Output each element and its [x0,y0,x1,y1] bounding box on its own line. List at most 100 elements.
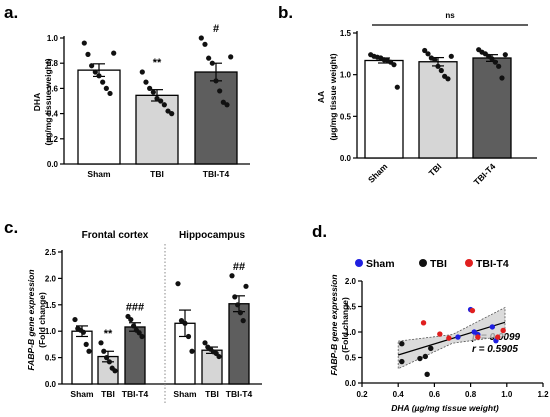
chart-d-xtick-label: 0.8 [465,390,477,399]
chart-a-point [143,79,149,85]
chart-a-point [217,88,223,94]
chart-b-ytick-label: 1.0 [340,71,352,80]
chart-c-point [202,340,208,346]
chart-c-point [243,283,249,289]
legend-marker-sham [355,259,363,267]
chart-a-point [100,79,106,85]
chart-c-point [101,348,107,354]
chart-a-point [206,55,212,61]
chart-b-ytick-label: 0.5 [340,112,352,121]
chart-c-point [185,333,192,340]
chart-d-xtick-label: 0.4 [393,390,405,399]
chart-c-group-title-frontal: Frontal cortex [82,230,149,241]
chart-b-point [499,75,505,81]
chart-a-ylabel-line1: DHA [32,93,42,111]
chart-b-ytick-label: 0.0 [340,154,352,163]
panel-letter-d: d. [312,222,327,241]
chart-c-significance: ## [233,261,245,273]
chart-a-point [169,111,175,117]
chart-c-ytick-label: 1.5 [45,301,57,310]
chart-c-ytick-label: 0.5 [45,354,57,363]
chart-marks: 0.0 0.2 0.4 0.6 0.8 1.0 Sham ** TBI # TBI-T4 0.0 0.5… [45,11,549,404]
legend-marker-tbi-t4 [465,259,473,267]
chart-b-category-label: Sham [366,161,390,185]
chart-d-point-tbi [399,358,405,365]
chart-d-ytick-label: 1.0 [345,328,357,337]
chart-c-point [86,348,92,354]
chart-c-point [131,323,137,329]
chart-b-ytick-label: 1.5 [340,29,352,38]
panel-letter-b: b. [278,3,293,22]
chart-d-point-tbi-t4 [437,331,443,337]
chart-c-point [104,355,110,361]
chart-a-point [107,90,113,97]
chart-a-point [161,102,167,108]
chart-a-point [228,54,234,60]
chart-d-xtick-label: 1.0 [501,390,513,399]
chart-c-category-label: TBI [101,389,115,399]
chart-a-ytick-label: 0.2 [47,135,59,144]
chart-c-point [106,359,112,365]
chart-d-point-tbi-t4 [495,334,501,340]
legend-marker-tbi [419,259,427,267]
chart-a-ytick-label: 0.6 [47,84,59,93]
chart-d-point-tbi-t4 [420,320,427,326]
chart-a-point [111,50,117,56]
chart-a-point [224,102,230,108]
chart-a-ytick-label: 0.8 [47,59,59,68]
chart-a-point [198,35,204,41]
chart-c-point [229,273,235,279]
chart-d-point-tbi [424,371,430,378]
chart-a-category-label: TBI [150,169,164,179]
chart-c-point [240,318,246,324]
chart-a-point [147,85,153,91]
chart-c-ytick-label: 2.0 [45,274,57,283]
chart-d-ylabel-line2: (Fold change) [340,297,350,353]
chart-a-category-label: Sham [87,169,111,179]
chart-c-point [98,340,104,346]
chart-b-point [432,57,438,63]
chart-c-significance: ** [104,328,113,340]
chart-c-point [128,316,134,323]
chart-c-category-label: TBI-T4 [226,389,253,399]
chart-a-point [81,40,87,46]
chart-b-point [425,51,431,57]
chart-a-point [213,78,219,84]
chart-b-point [422,47,428,54]
chart-d-point-tbi [422,353,429,360]
chart-b-ns-label: ns [445,11,455,20]
chart-b-point [448,53,454,59]
chart-a-significance: # [213,23,219,35]
chart-d-r-value: r = 0.5905 [472,344,518,355]
chart-c-point [189,348,195,354]
chart-b-bar [418,61,458,159]
chart-b-category-label: TBI-T4 [472,161,498,187]
chart-a-category-label: TBI-T4 [203,169,230,179]
chart-d-point-tbi [417,355,423,362]
chart-b-category-label: TBI [427,161,444,178]
chart-b-point [502,52,508,58]
chart-d-ytick-label: 1.5 [345,303,357,312]
chart-c-ylabel-line1: FABP-B gene expression [26,269,36,370]
chart-b-point [438,67,444,74]
chart-c-point [112,368,118,374]
chart-b-ylabel-line2: (µg/mg tissue weight) [328,53,338,140]
chart-a-point [165,108,171,114]
chart-a-point [154,95,160,102]
chart-d-point-tbi-t4 [500,327,506,334]
chart-a-bar [194,71,238,165]
chart-d-ylabel-line1: FABP-B gene expression [329,274,339,375]
chart-d-ytick-label: 2.0 [345,277,357,286]
chart-d-xlabel: DHA (µg/mg tissue weight) [391,403,499,413]
chart-a-point [220,99,226,105]
chart-d-point-tbi [428,345,434,352]
chart-b-point [435,63,441,69]
chart-b-bar [364,59,404,159]
chart-c-point [80,329,86,335]
chart-a-point [139,69,145,75]
chart-d-point-tbi-t4 [469,307,476,314]
chart-c-point [216,353,222,360]
chart-d-ytick-label: 0.0 [345,379,357,388]
legend-label-tbi-t4: TBI-T4 [476,258,509,270]
